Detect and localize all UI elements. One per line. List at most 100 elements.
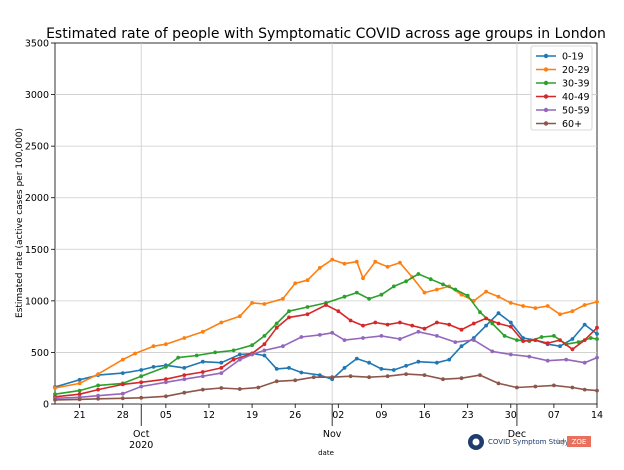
x-tick-label: 14 <box>591 410 603 421</box>
data-point <box>478 373 482 377</box>
data-point <box>182 390 187 395</box>
data-point <box>293 378 298 383</box>
data-point <box>287 315 291 320</box>
y-tick-label: 3500 <box>25 39 49 50</box>
plot-area <box>53 42 599 405</box>
x-tick-label: 26 <box>289 410 301 421</box>
data-point <box>139 374 144 379</box>
legend-label: 20-29 <box>562 65 590 76</box>
y-tick-label: 2000 <box>25 193 49 204</box>
data-point <box>539 335 544 339</box>
data-point <box>336 309 341 314</box>
data-point <box>164 365 168 369</box>
month-label: Dec <box>508 429 526 440</box>
data-point <box>595 337 599 341</box>
data-point <box>521 304 525 308</box>
data-point <box>490 321 495 326</box>
x-tick-label: 23 <box>462 410 474 421</box>
data-point <box>305 312 310 317</box>
data-point <box>139 368 144 372</box>
data-point <box>564 357 569 362</box>
data-point <box>330 330 335 335</box>
data-point <box>96 396 100 401</box>
legend-entry: 30-39 <box>536 79 590 90</box>
series-line <box>54 373 598 401</box>
y-tick-label: 1000 <box>25 296 49 307</box>
data-point <box>459 376 464 381</box>
legend-entry: 20-29 <box>536 65 590 76</box>
data-point <box>317 373 322 377</box>
data-point <box>139 395 144 400</box>
data-point <box>256 385 261 390</box>
data-point <box>317 266 322 270</box>
legend-label: 40-49 <box>562 92 590 103</box>
data-point <box>237 357 242 362</box>
y-tick-label: 0 <box>43 400 49 411</box>
data-point <box>570 385 575 390</box>
data-point <box>545 304 550 308</box>
data-point <box>348 318 353 323</box>
x-tick-label: 02 <box>332 410 344 421</box>
data-point <box>527 354 532 359</box>
data-point <box>53 398 57 402</box>
data-point <box>552 334 556 338</box>
data-point <box>262 302 267 306</box>
data-point <box>361 323 365 328</box>
data-point <box>582 360 587 365</box>
y-tick-label: 500 <box>31 348 49 359</box>
y-tick-label: 1500 <box>25 245 49 256</box>
data-point <box>120 371 125 375</box>
data-point <box>435 287 439 292</box>
data-point <box>478 310 482 315</box>
data-point <box>484 289 488 294</box>
data-point <box>404 279 408 284</box>
series-0-19 <box>53 311 599 389</box>
legend-marker <box>543 94 549 99</box>
series-60+ <box>53 372 599 402</box>
data-point <box>428 277 433 282</box>
data-point <box>379 367 384 371</box>
data-point <box>200 387 205 392</box>
covid-symptom-study-logo: COVID Symptom Study by ZOE <box>468 434 591 450</box>
legend-label: 60+ <box>562 119 582 130</box>
data-point <box>496 311 501 316</box>
data-point <box>385 264 390 269</box>
data-point <box>435 334 439 338</box>
data-point <box>515 338 519 342</box>
data-point <box>508 324 513 329</box>
data-point <box>324 303 328 307</box>
data-point <box>219 360 224 365</box>
data-point <box>219 386 224 390</box>
data-point <box>237 314 242 319</box>
x-tick-label: 30 <box>505 410 517 421</box>
brand-by: by <box>557 438 566 446</box>
data-point <box>385 374 390 379</box>
data-point <box>385 322 390 327</box>
data-point <box>595 388 599 393</box>
legend-entry: 0-19 <box>536 52 584 63</box>
data-point <box>317 333 322 337</box>
data-point <box>496 381 501 386</box>
x-tick-label: 07 <box>548 410 560 421</box>
data-point <box>367 296 371 301</box>
x-tick-label: 19 <box>246 410 258 421</box>
data-point <box>176 355 181 360</box>
data-point <box>595 355 599 360</box>
brand-zoe: ZOE <box>572 438 587 446</box>
data-point <box>404 363 408 368</box>
data-point <box>200 374 205 379</box>
data-point <box>262 342 267 347</box>
data-point <box>422 326 427 331</box>
data-point <box>398 320 402 325</box>
data-point <box>237 387 242 391</box>
data-point <box>533 338 538 342</box>
data-point <box>262 353 267 358</box>
data-point <box>558 312 562 317</box>
data-point <box>182 377 187 382</box>
data-point <box>354 259 359 264</box>
data-point <box>182 373 187 377</box>
data-point <box>77 388 82 393</box>
x-axis-label: date <box>318 449 334 457</box>
data-point <box>139 380 144 385</box>
